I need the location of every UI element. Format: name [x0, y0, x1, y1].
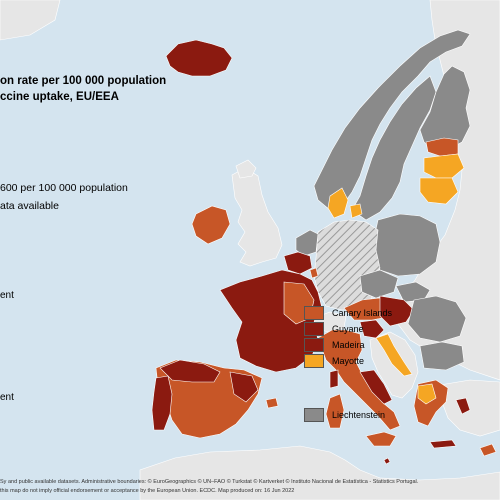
map-title-line1: on rate per 100 000 population: [0, 75, 167, 87]
region-corsica: [329, 369, 339, 389]
map-footer-line1: Sy and public available datasets. Admini…: [0, 479, 419, 485]
legend-swatch: [304, 322, 324, 336]
region-lithuania: [419, 177, 459, 205]
legend-label: Mayotte: [332, 356, 365, 366]
region-balearic: [265, 397, 279, 409]
region-cyprus: [479, 443, 497, 457]
region-norway: [313, 29, 471, 211]
legend-swatch: [304, 338, 324, 352]
region-netherlands: [295, 229, 319, 257]
map-title-line2: ccine uptake, EU/EEA: [0, 91, 119, 103]
legend-swatch: [304, 306, 324, 320]
region-slovenia: [359, 319, 385, 339]
region-denmark-islands: [349, 203, 363, 219]
region-croatia: [375, 333, 413, 377]
region-crete: [429, 439, 457, 449]
region-ireland: [191, 205, 231, 245]
land-great-britain: [231, 167, 283, 267]
region-czechia: [359, 269, 399, 299]
region-hungary: [379, 295, 415, 327]
map-footer-line2: this map do not imply official endorseme…: [0, 488, 295, 494]
region-latvia: [423, 153, 465, 179]
legend-label: Liechtenstein: [332, 410, 386, 420]
land-scotland-north: [235, 159, 257, 179]
legend-swatch: [304, 408, 324, 422]
region-sardinia: [325, 393, 345, 429]
region-portugal: [151, 375, 173, 431]
other-regions-heading: ent: [0, 392, 14, 403]
region-italy: [317, 329, 401, 431]
region-luxembourg: [309, 267, 319, 279]
legend-label: Canary Islands: [332, 308, 393, 318]
region-greek-islands: [455, 397, 471, 415]
legend-label: Madeira: [332, 340, 365, 350]
region-slovakia: [395, 281, 431, 303]
legend-swatch: [304, 354, 324, 368]
outermost-regions-heading: ent: [0, 290, 14, 301]
region-germany: [313, 219, 381, 311]
region-italy-south: [359, 369, 393, 405]
region-bulgaria: [419, 341, 465, 371]
legend-class-label-0: 600 per 100 000 population: [0, 182, 128, 194]
region-iceland: [165, 39, 233, 77]
region-spain-north: [159, 359, 221, 383]
region-denmark: [327, 187, 349, 219]
region-spain-east: [229, 371, 259, 403]
region-greece-north: [417, 383, 437, 405]
region-romania: [407, 295, 467, 343]
legend-class-label-1: ata available: [0, 200, 59, 212]
region-malta: [383, 457, 391, 465]
land-north-africa: [139, 445, 500, 500]
region-sicily: [365, 431, 397, 447]
land-turkey: [439, 379, 500, 437]
land-greenland-edge: [0, 0, 61, 41]
region-belgium: [283, 251, 313, 275]
region-poland: [371, 213, 441, 277]
legend-label: Guyane: [332, 324, 364, 334]
